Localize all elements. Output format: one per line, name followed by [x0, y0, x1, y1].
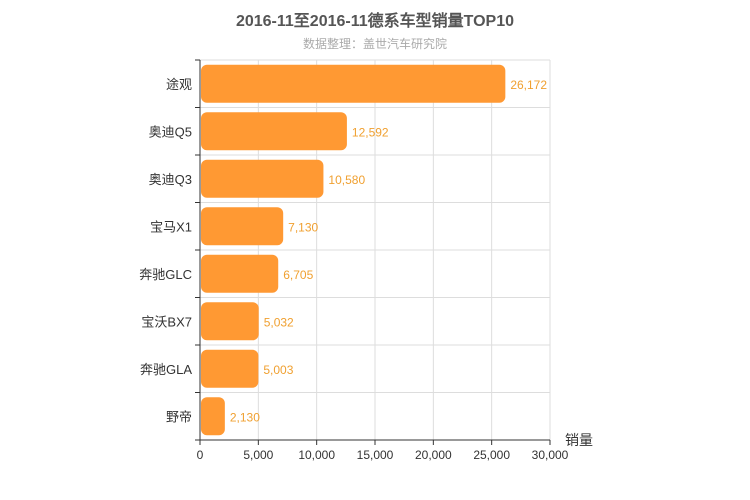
x-tick-label: 0: [197, 448, 204, 462]
bar: [201, 207, 284, 246]
value-label: 5,003: [263, 363, 293, 377]
bar: [201, 254, 279, 293]
bar: [201, 112, 347, 151]
x-tick-label: 20,000: [415, 448, 452, 462]
value-label: 6,705: [283, 268, 313, 282]
chart-subtitle: 数据整理：盖世汽车研究院: [302, 37, 447, 51]
bar: [201, 302, 259, 341]
category-label: 奔驰GLA: [140, 362, 192, 377]
value-label: 7,130: [288, 220, 318, 234]
bar: [201, 349, 259, 388]
category-label: 野帝: [166, 409, 192, 424]
value-label: 26,172: [510, 78, 547, 92]
grid-lines: [200, 59, 551, 440]
x-tick-label: 5,000: [243, 448, 273, 462]
chart-title: 2016-11至2016-11德系车型销量TOP10: [235, 13, 515, 30]
value-label: 2,130: [230, 410, 260, 424]
x-tick-label: 15,000: [357, 448, 394, 462]
x-axis-label: 销量: [565, 432, 593, 448]
bar: [201, 64, 506, 103]
category-label: 宝马X1: [150, 219, 192, 234]
bar: [201, 159, 324, 198]
category-label: 途观: [166, 77, 192, 92]
category-label: 奥迪Q3: [149, 172, 192, 187]
x-tick-label: 25,000: [473, 448, 510, 462]
bars: 26,172 12,592 10,580 7,130 6,705 5,032 5,003 2,…: [201, 64, 547, 436]
category-label: 宝沃BX7: [141, 314, 192, 329]
x-tick-label: 10,000: [298, 448, 335, 462]
category-label: 奔驰GLC: [139, 267, 192, 282]
x-tick-label: 30,000: [532, 448, 569, 462]
category-label: 奥迪Q5: [149, 124, 192, 139]
value-label: 10,580: [328, 173, 365, 187]
value-label: 12,592: [352, 125, 389, 139]
value-label: 5,032: [264, 315, 294, 329]
bar: [201, 397, 225, 436]
